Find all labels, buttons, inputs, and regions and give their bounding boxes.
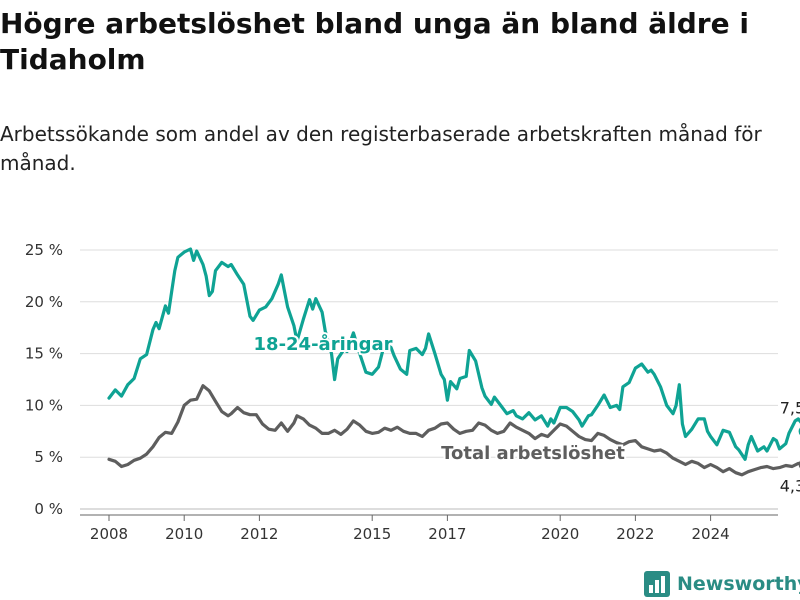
x-tick-label: 2022 bbox=[616, 525, 654, 543]
x-tick-label: 2008 bbox=[90, 525, 128, 543]
end-value-label: 7,5 % bbox=[780, 398, 800, 417]
x-tick-label: 2017 bbox=[428, 525, 466, 543]
y-tick-label: 5 % bbox=[34, 448, 63, 466]
x-tick-label: 2015 bbox=[353, 525, 391, 543]
y-tick-label: 15 % bbox=[25, 345, 63, 363]
y-tick-label: 25 % bbox=[25, 241, 63, 259]
end-value-label: 4,3 % bbox=[780, 476, 800, 495]
series-line bbox=[107, 384, 800, 477]
x-tick-label: 2012 bbox=[240, 525, 278, 543]
series-lines bbox=[107, 247, 800, 477]
y-axis-ticks: 0 % 5 % 10 % 15 % 20 % 25 % bbox=[25, 241, 63, 518]
x-axis: 2008 2010 2012 2015 2017 2020 2022 2024 bbox=[80, 514, 778, 543]
series-label: 18-24-åringar bbox=[254, 333, 393, 355]
series-labels: 18-24-åringar 7,5 % Total arbetslöshet 4,3 … bbox=[252, 331, 800, 497]
x-tick-label: 2024 bbox=[692, 525, 730, 543]
y-tick-label: 0 % bbox=[34, 500, 63, 518]
gridlines bbox=[80, 249, 778, 510]
y-tick-label: 20 % bbox=[25, 293, 63, 311]
brand-logo: Newsworthy bbox=[644, 569, 800, 599]
x-tick-label: 2010 bbox=[165, 525, 203, 543]
y-tick-label: 10 % bbox=[25, 396, 63, 414]
chart-title: Högre arbetslöshet bland unga än bland ä… bbox=[0, 7, 749, 76]
brand-name: Newsworthy bbox=[677, 573, 800, 595]
x-tick-label: 2020 bbox=[541, 525, 579, 543]
chart-subtitle: Arbetssökande som andel av den registerb… bbox=[0, 122, 762, 175]
line-chart: 0 %5 %10 %15 %20 %25 % 2008 2010 2012 2015 2… bbox=[25, 241, 800, 543]
series-line bbox=[107, 247, 800, 461]
series-label: Total arbetslöshet bbox=[441, 443, 625, 464]
bar-chart-icon bbox=[644, 571, 670, 597]
